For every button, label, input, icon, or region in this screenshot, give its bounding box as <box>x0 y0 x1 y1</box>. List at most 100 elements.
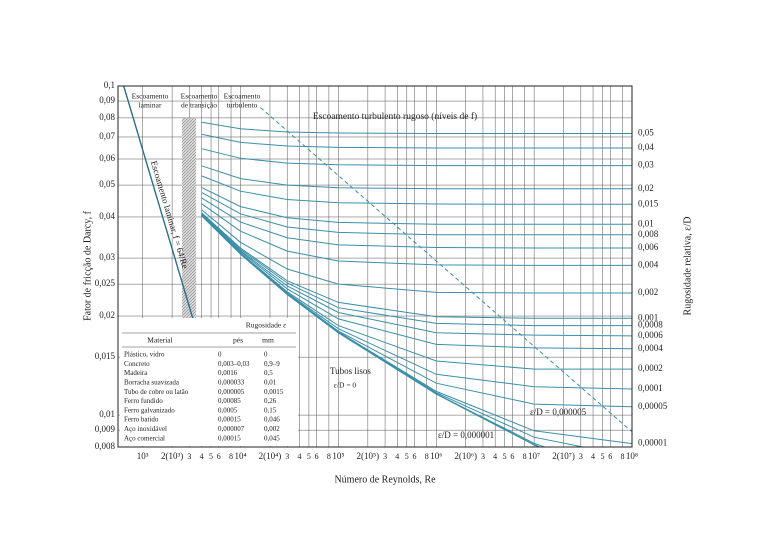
y-tick-label: 0,03 <box>99 252 115 262</box>
x-tick-label: 4 <box>493 452 497 461</box>
annotation: Escoamento <box>181 92 218 101</box>
table-cell: 0,0005 <box>218 406 238 414</box>
x-tick-label: 6 <box>413 452 417 461</box>
table-cell: 0,5 <box>264 369 273 377</box>
y2-axis-title: Rugosidade relativa, ε/D <box>682 217 693 316</box>
curve-label: Tubos lisos <box>330 366 371 376</box>
table-cell: Madeira <box>124 369 148 377</box>
annotation: Escoamento turbulento rugoso (níveis de … <box>313 111 477 122</box>
x-tick-label: 10⁸ <box>626 451 638 461</box>
x-axis-title: Número de Reynolds, Re <box>334 474 436 485</box>
x-tick-label: 10³ <box>137 451 149 461</box>
y-tick-label: 0,05 <box>99 179 115 189</box>
x-tick-label: 5 <box>601 452 605 461</box>
curve-label: 0,015 <box>638 198 659 208</box>
curves <box>123 86 632 447</box>
y-axis-title: Fator de fricção de Darcy, f <box>82 210 93 321</box>
table-cell: Aço comercial <box>124 434 165 442</box>
table-group-header: Rugosidade ε <box>246 321 286 330</box>
x-tick-label: 2(10⁶) <box>454 451 477 461</box>
table-cell: 0,00015 <box>218 434 241 442</box>
x-tick-label: 8 <box>229 452 233 461</box>
x-tick-label: 6 <box>510 452 514 461</box>
table-cell: 0,000005 <box>218 388 245 396</box>
roughness-curve <box>201 215 547 447</box>
annotation: de transição <box>181 101 217 110</box>
x-tick-label: 6 <box>608 452 612 461</box>
y-tick-label: 0,09 <box>99 95 115 105</box>
curve-label: 0,04 <box>638 142 654 152</box>
table-cell: Aço inoxidável <box>124 425 167 433</box>
annotation: laminar <box>139 101 162 110</box>
y-tick-label: 0,06 <box>99 153 115 163</box>
x-tick-label: 4 <box>395 452 399 461</box>
y-tick-label: 0,08 <box>99 112 115 122</box>
curve-label: 0,004 <box>638 259 659 269</box>
x-tick-label: 10⁴ <box>234 451 246 461</box>
x-tick-label: 4 <box>200 452 204 461</box>
x-tick-label: 3 <box>383 452 387 461</box>
x-tick-label: 5 <box>503 452 507 461</box>
y-tick-label: 0,015 <box>95 351 116 361</box>
x-tick-label: 10⁵ <box>332 451 344 461</box>
x-tick-label: 6 <box>217 452 221 461</box>
roughness-curve <box>201 133 632 149</box>
table-cell: 0,01 <box>264 379 277 387</box>
roughness-curve <box>201 148 632 167</box>
table-cell: Borracha suavizada <box>124 379 180 387</box>
x-tick-label: 5 <box>209 452 213 461</box>
table-cell: 0,0015 <box>264 388 284 396</box>
roughness-curve <box>201 186 632 225</box>
rough-boundary <box>260 107 632 433</box>
annotation: Escoamento <box>224 92 261 101</box>
curve-label: 0,008 <box>638 229 659 239</box>
annotation: Escoamento <box>132 92 169 101</box>
table-header: Material <box>147 336 172 345</box>
curve-label: 0,0004 <box>638 343 663 353</box>
x-tick-label: 2(10⁴) <box>259 451 282 461</box>
table-cell: 0,15 <box>264 406 277 414</box>
x-tick-label: 6 <box>315 452 319 461</box>
x-tick-label: 2(10³) <box>161 451 183 461</box>
roughness-curve <box>201 214 632 350</box>
x-tick-label: 8 <box>621 452 625 461</box>
table-cell: Tubo de cobre ou latão <box>124 388 189 396</box>
roughness-curve <box>201 209 632 294</box>
table-cell: 0,00085 <box>218 397 241 405</box>
table-cell: Ferro batido <box>124 416 159 424</box>
table-cell: 0,00015 <box>218 416 241 424</box>
roughness-curve <box>201 165 632 190</box>
y-tick-label: 0,025 <box>95 278 116 288</box>
roughness-curve <box>201 212 632 319</box>
table-cell: 0,045 <box>264 434 280 442</box>
curve-label: 0,03 <box>638 160 654 170</box>
table-cell: Concreto <box>124 360 150 368</box>
curve-label: 0,006 <box>638 242 659 252</box>
x-tick-label: 5 <box>307 452 311 461</box>
table-cell: Ferro fundido <box>124 397 163 405</box>
x-tick-label: 8 <box>523 452 527 461</box>
table-cell: 0,0016 <box>218 369 238 377</box>
curve-label: ε/D = 0,000005 <box>530 407 587 417</box>
curve-label: 0,0008 <box>638 320 663 330</box>
table-cell: 0,000033 <box>218 379 245 387</box>
curve-label: 0,05 <box>638 128 654 138</box>
curve-label: 0,01 <box>638 218 654 228</box>
x-tick-label: 4 <box>591 452 595 461</box>
x-tick-label: 3 <box>187 452 191 461</box>
annotation: ε/D = 0 <box>334 381 357 390</box>
curve-label: 0,00005 <box>638 401 668 411</box>
roughness-curve <box>201 121 632 134</box>
curve-label: 0,0002 <box>638 363 663 373</box>
x-tick-label: 5 <box>405 452 409 461</box>
annotation: turbulento <box>227 101 258 110</box>
curve-label: 0,002 <box>638 287 658 297</box>
critical-zone <box>182 118 196 318</box>
roughness-curve <box>201 191 632 236</box>
table-cell: Ferro galvanizado <box>124 406 175 414</box>
y-tick-label: 0,02 <box>99 310 115 320</box>
curve-label: 0,0001 <box>638 383 663 393</box>
x-tick-label: 10⁷ <box>528 451 540 461</box>
roughness-curve <box>201 175 632 205</box>
